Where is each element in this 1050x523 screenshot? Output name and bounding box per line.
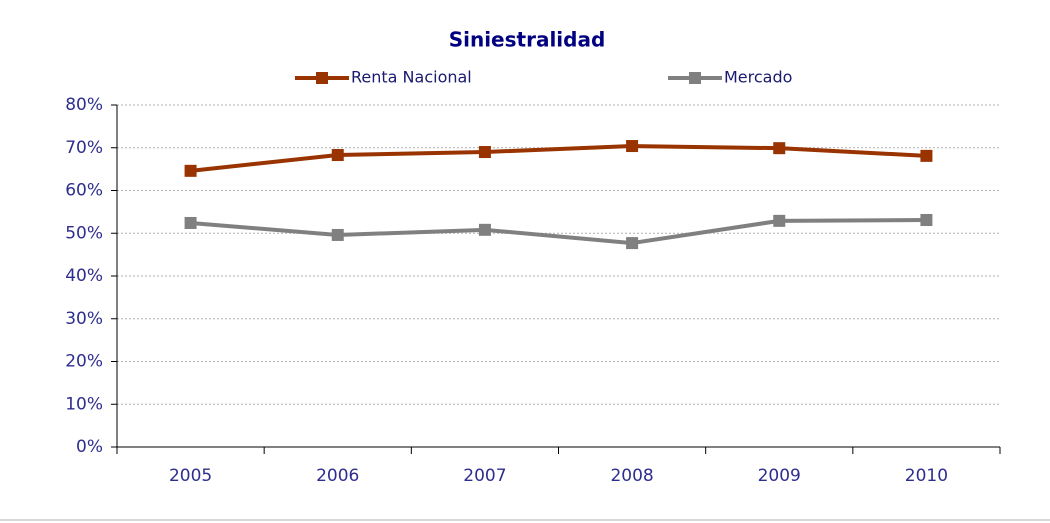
legend-marker — [316, 72, 328, 84]
y-tick-label: 0% — [76, 437, 103, 457]
y-tick-label: 80% — [65, 95, 103, 115]
data-point — [331, 149, 344, 162]
legend-label: Mercado — [724, 68, 792, 87]
x-tick-label: 2005 — [169, 466, 212, 486]
x-tick-label: 2009 — [758, 466, 801, 486]
y-tick-label: 70% — [65, 138, 103, 158]
y-tick-label: 20% — [65, 352, 103, 372]
series-line — [190, 217, 927, 246]
data-point — [184, 216, 197, 229]
series-line — [190, 144, 927, 173]
data-point — [478, 223, 491, 236]
x-tick-label: 2006 — [316, 466, 359, 486]
y-tick-label: 30% — [65, 309, 103, 329]
data-point — [626, 140, 639, 153]
data-point — [920, 213, 933, 226]
data-point — [920, 149, 933, 162]
x-tick-label: 2008 — [610, 466, 653, 486]
y-tick-label: 40% — [65, 266, 103, 286]
x-tick-label: 2010 — [905, 466, 948, 486]
data-point — [773, 142, 786, 155]
data-point — [478, 146, 491, 159]
data-point — [773, 214, 786, 227]
y-tick-label: 50% — [65, 223, 103, 243]
legend-marker — [689, 72, 701, 84]
data-point — [626, 237, 639, 250]
legend-label: Renta Nacional — [351, 68, 472, 87]
y-tick-label: 60% — [65, 181, 103, 201]
data-point — [184, 164, 197, 177]
data-point — [331, 228, 344, 241]
x-tick-label: 2007 — [463, 466, 506, 486]
y-tick-label: 10% — [65, 394, 103, 414]
chart-title: Siniestralidad — [449, 28, 606, 52]
